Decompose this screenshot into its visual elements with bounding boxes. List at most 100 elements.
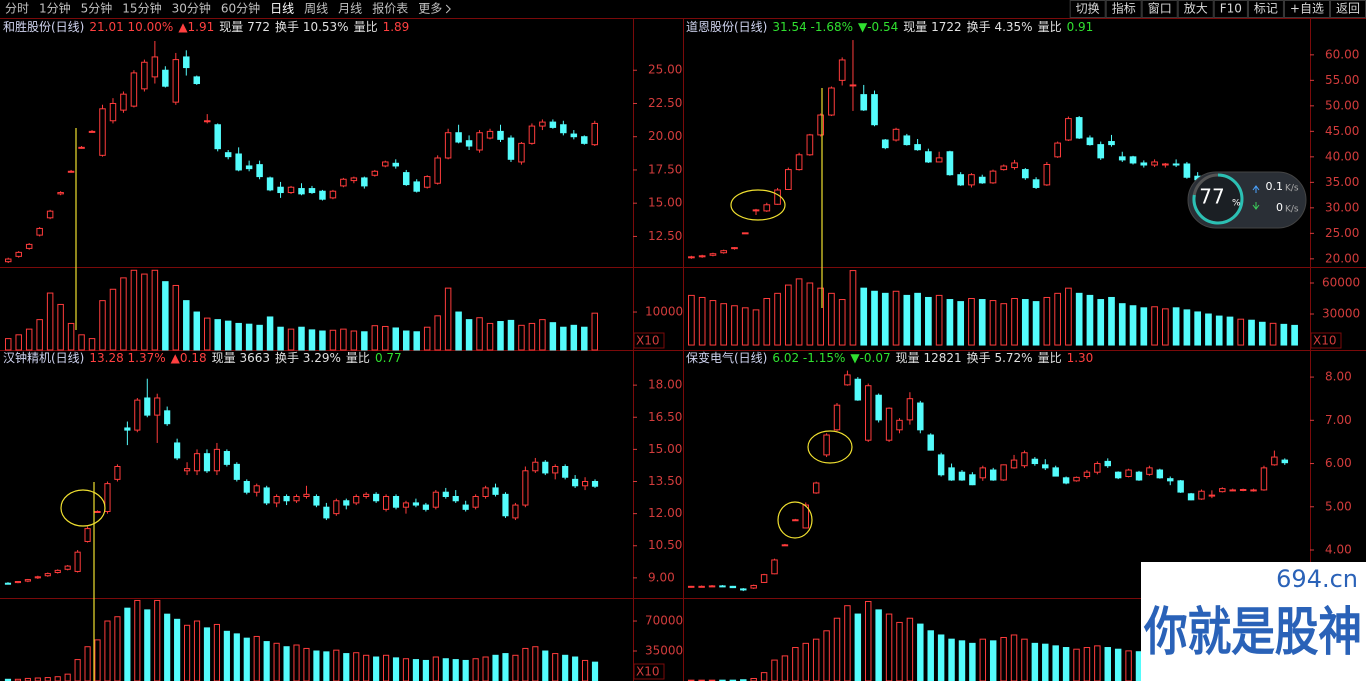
candle-body bbox=[989, 469, 997, 481]
toolbar-tab[interactable]: 1分钟 bbox=[39, 1, 71, 16]
candle-body bbox=[871, 94, 878, 126]
volume-bar bbox=[183, 624, 191, 681]
candle-body bbox=[720, 250, 728, 254]
volume-bar bbox=[1183, 309, 1191, 346]
volume-bar bbox=[492, 654, 499, 681]
toolbar-button[interactable]: F10 bbox=[1220, 2, 1242, 16]
volume-bar bbox=[502, 653, 509, 681]
toolbar-button[interactable]: 返回 bbox=[1336, 2, 1360, 16]
toolbar-button[interactable]: 放大 bbox=[1184, 1, 1208, 16]
toolbar-tab[interactable]: 60分钟 bbox=[221, 1, 260, 16]
volume-bar bbox=[875, 609, 882, 681]
candle-body bbox=[434, 157, 441, 184]
header-field: ▲1.91 bbox=[178, 20, 214, 34]
volume-bar bbox=[413, 331, 420, 351]
volume-bar bbox=[340, 328, 347, 351]
candle-body bbox=[1011, 162, 1018, 169]
volume-bar bbox=[849, 270, 857, 346]
candle-body bbox=[989, 170, 997, 184]
candle-body bbox=[844, 374, 851, 386]
volume-bar bbox=[402, 330, 410, 351]
candle-body bbox=[164, 410, 171, 425]
volume-bar bbox=[591, 661, 599, 681]
toolbar-tab[interactable]: 报价表 bbox=[372, 1, 408, 16]
toolbar-button[interactable]: 标记 bbox=[1254, 2, 1278, 16]
candle-body bbox=[752, 209, 760, 212]
candle-body bbox=[44, 573, 51, 577]
header-field: 6.02 -1.15% bbox=[772, 351, 845, 365]
speed-widget[interactable]: 77 % 0.1 K/s 0 K/s bbox=[1187, 171, 1307, 229]
annotations bbox=[60, 88, 853, 681]
annotation-circle bbox=[777, 501, 813, 539]
volume-bar bbox=[353, 652, 360, 681]
volume-bar bbox=[1248, 319, 1255, 346]
annotation-circle bbox=[730, 189, 786, 221]
toolbar-tab[interactable]: 月线 bbox=[338, 2, 362, 16]
header-field: 换手 5.72% bbox=[967, 351, 1033, 365]
volume-bar bbox=[363, 654, 370, 681]
candle-body bbox=[14, 581, 22, 584]
candle-body bbox=[78, 146, 85, 149]
volume-bar bbox=[507, 319, 515, 351]
candle-body bbox=[731, 247, 738, 250]
toolbar-button-frame bbox=[1177, 0, 1214, 18]
candle-body bbox=[67, 170, 75, 173]
candle-body bbox=[570, 133, 578, 138]
candle-body bbox=[1250, 489, 1257, 492]
toolbar-tab[interactable]: 日线 bbox=[270, 2, 294, 16]
candle-body bbox=[442, 491, 449, 497]
candle-body bbox=[1114, 471, 1122, 479]
toolbar-tab[interactable]: 15分钟 bbox=[122, 1, 161, 16]
volume-bar bbox=[906, 617, 914, 681]
volume-bar bbox=[303, 647, 310, 681]
volume-bar bbox=[183, 300, 190, 351]
toolbar-button[interactable]: 指标 bbox=[1112, 1, 1136, 16]
toolbar-tab[interactable]: 更多 bbox=[418, 2, 442, 16]
candle-body bbox=[319, 190, 326, 200]
candle-body bbox=[771, 559, 778, 575]
volume-bar bbox=[552, 653, 559, 681]
candle-body bbox=[1239, 488, 1247, 491]
volume-bar bbox=[1104, 647, 1111, 681]
plots: 和胜股份(日线) 21.01 10.00% ▲1.91 现量 772 换手 10.53%… bbox=[3, 19, 1360, 681]
toolbar-button[interactable]: +自选 bbox=[1290, 2, 1324, 16]
volume-bar bbox=[731, 305, 738, 346]
volume-bar bbox=[1291, 324, 1298, 346]
candle-body bbox=[1172, 163, 1180, 166]
toolbar-button[interactable]: 切换 bbox=[1076, 2, 1100, 16]
candle-body bbox=[412, 502, 420, 506]
volume-bar bbox=[308, 329, 316, 351]
volume-bar bbox=[937, 634, 945, 681]
candle-body bbox=[1135, 471, 1143, 481]
y-tick-label: 12.50 bbox=[648, 229, 682, 243]
candle-body bbox=[560, 124, 567, 134]
candle-body bbox=[927, 434, 934, 451]
candle-body bbox=[193, 76, 201, 85]
volume-bar bbox=[1151, 306, 1158, 346]
candle-body bbox=[124, 427, 131, 431]
volume-bar bbox=[329, 329, 337, 351]
toolbar-tab[interactable]: 5分钟 bbox=[81, 1, 113, 16]
volume-bar bbox=[823, 630, 830, 681]
volume-bar bbox=[1108, 296, 1115, 346]
volume-bar bbox=[1237, 318, 1245, 346]
toolbar-tab[interactable]: 分时 bbox=[5, 2, 29, 16]
volume-bar bbox=[25, 328, 33, 351]
toolbar-button-frame bbox=[1105, 0, 1142, 18]
volume-bar bbox=[1073, 648, 1080, 681]
toolbar-tab[interactable]: 30分钟 bbox=[172, 1, 211, 16]
toolbar-tab[interactable]: 周线 bbox=[304, 2, 328, 16]
y-tick-label: 15.00 bbox=[648, 442, 682, 456]
candle-body bbox=[507, 137, 515, 160]
volume-bar bbox=[482, 656, 489, 681]
toolbar-button[interactable]: 窗口 bbox=[1148, 2, 1172, 16]
volume-bar bbox=[1010, 634, 1018, 681]
volume-bar bbox=[109, 288, 117, 351]
y-tick-label: 15.00 bbox=[648, 196, 682, 210]
volume-bar bbox=[1075, 292, 1083, 346]
volume-bar bbox=[422, 659, 429, 681]
candle-body bbox=[1108, 141, 1115, 146]
volume-bar bbox=[720, 303, 728, 346]
volume-bar bbox=[84, 646, 91, 681]
